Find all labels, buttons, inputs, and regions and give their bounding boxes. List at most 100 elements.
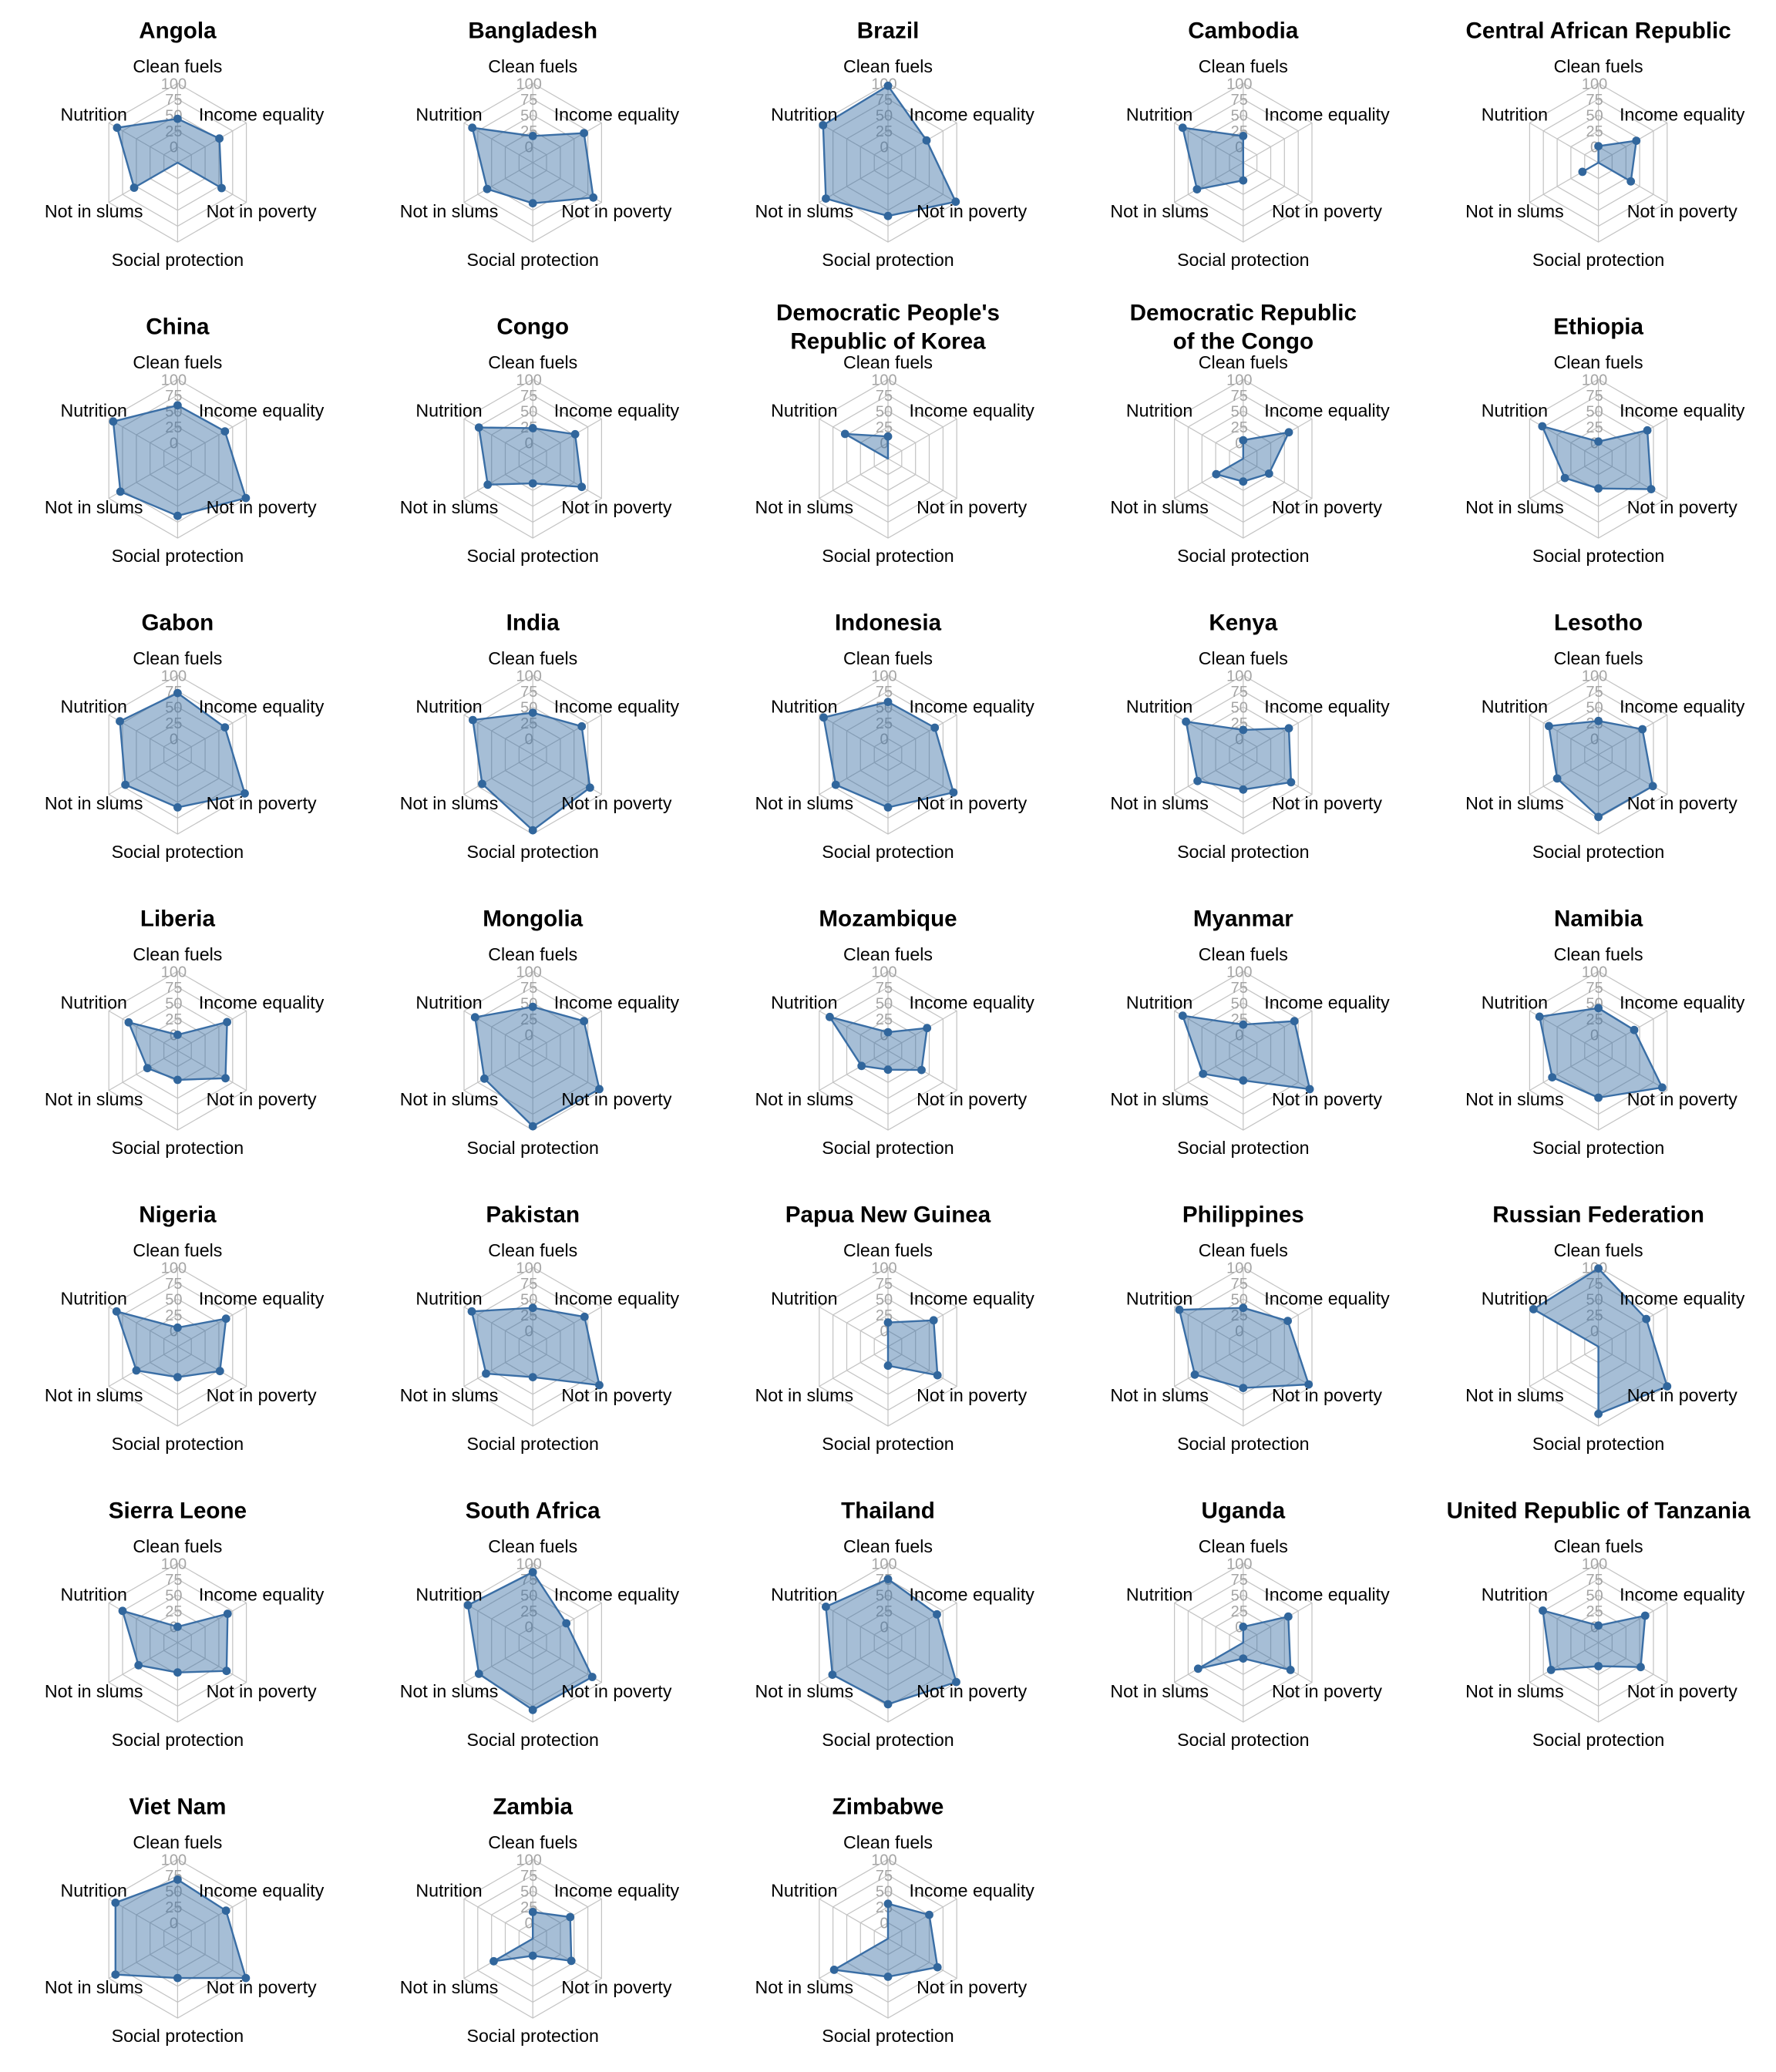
svg-text:Not in poverty: Not in poverty — [1627, 201, 1737, 221]
svg-text:Social protection: Social protection — [112, 842, 244, 862]
svg-text:Clean fuels: Clean fuels — [1554, 944, 1643, 964]
svg-text:50: 50 — [1231, 1588, 1248, 1605]
svg-text:100: 100 — [516, 372, 542, 388]
svg-text:Not in slums: Not in slums — [400, 201, 499, 221]
svg-text:Income equality: Income equality — [554, 401, 680, 421]
svg-text:Not in slums: Not in slums — [755, 793, 854, 813]
svg-text:Social protection: Social protection — [1177, 842, 1309, 862]
svg-text:0: 0 — [170, 732, 178, 748]
svg-text:Income equality: Income equality — [1264, 1289, 1390, 1309]
svg-text:Indonesia: Indonesia — [835, 610, 942, 635]
svg-text:Clean fuels: Clean fuels — [488, 352, 577, 372]
svg-text:Not in poverty: Not in poverty — [207, 497, 317, 517]
svg-text:75: 75 — [876, 1868, 893, 1885]
svg-text:Not in poverty: Not in poverty — [1272, 1681, 1382, 1701]
svg-text:25: 25 — [876, 419, 893, 436]
svg-text:Social protection: Social protection — [1177, 1138, 1309, 1158]
svg-text:Clean fuels: Clean fuels — [843, 1536, 933, 1556]
svg-text:25: 25 — [165, 1899, 182, 1916]
svg-text:United Republic of Tanzania: United Republic of Tanzania — [1447, 1498, 1751, 1523]
svg-text:100: 100 — [161, 964, 187, 980]
svg-text:Clean fuels: Clean fuels — [1199, 648, 1288, 668]
svg-text:India: India — [506, 610, 560, 635]
svg-text:75: 75 — [520, 92, 537, 109]
svg-text:Clean fuels: Clean fuels — [1199, 1240, 1288, 1260]
svg-text:50: 50 — [520, 1588, 537, 1605]
svg-text:Nutrition: Nutrition — [771, 401, 837, 421]
svg-text:Social protection: Social protection — [112, 1434, 244, 1454]
svg-text:0: 0 — [880, 140, 888, 156]
svg-text:Clean fuels: Clean fuels — [133, 944, 222, 964]
svg-text:25: 25 — [876, 123, 893, 140]
svg-text:Not in slums: Not in slums — [400, 1089, 499, 1109]
svg-text:Social protection: Social protection — [1177, 546, 1309, 566]
svg-text:Income equality: Income equality — [554, 1585, 680, 1605]
svg-text:Not in slums: Not in slums — [45, 1681, 143, 1701]
svg-text:75: 75 — [165, 92, 182, 109]
svg-text:Clean fuels: Clean fuels — [843, 1832, 933, 1852]
svg-text:0: 0 — [525, 732, 533, 748]
svg-text:Clean fuels: Clean fuels — [488, 1832, 577, 1852]
svg-text:Nutrition: Nutrition — [1126, 105, 1192, 125]
svg-text:100: 100 — [1582, 372, 1607, 388]
svg-text:Social protection: Social protection — [466, 1138, 598, 1158]
svg-text:Not in poverty: Not in poverty — [207, 793, 317, 813]
svg-text:Income equality: Income equality — [199, 1881, 325, 1901]
svg-text:0: 0 — [880, 1916, 888, 1932]
svg-text:Not in slums: Not in slums — [755, 1385, 854, 1405]
svg-text:Income equality: Income equality — [1620, 993, 1745, 1013]
svg-text:Nutrition: Nutrition — [1126, 1289, 1192, 1309]
svg-text:Not in poverty: Not in poverty — [917, 1385, 1027, 1405]
svg-text:50: 50 — [876, 1292, 893, 1309]
svg-text:Not in poverty: Not in poverty — [561, 1385, 671, 1405]
svg-text:Social protection: Social protection — [112, 1138, 244, 1158]
svg-text:Income equality: Income equality — [199, 697, 325, 717]
svg-text:0: 0 — [880, 1324, 888, 1340]
svg-text:Nutrition: Nutrition — [61, 1585, 127, 1605]
svg-text:Clean fuels: Clean fuels — [488, 1536, 577, 1556]
svg-text:Sierra Leone: Sierra Leone — [109, 1498, 247, 1523]
svg-text:Social protection: Social protection — [112, 546, 244, 566]
svg-text:Not in slums: Not in slums — [1465, 497, 1564, 517]
svg-text:0: 0 — [1235, 1028, 1243, 1044]
svg-text:100: 100 — [161, 1260, 187, 1276]
svg-text:Thailand: Thailand — [841, 1498, 935, 1523]
svg-text:Not in poverty: Not in poverty — [1272, 201, 1382, 221]
svg-text:25: 25 — [1586, 1603, 1603, 1620]
svg-text:Not in slums: Not in slums — [400, 793, 499, 813]
svg-text:50: 50 — [1231, 404, 1248, 421]
svg-text:Not in poverty: Not in poverty — [207, 1089, 317, 1109]
svg-text:25: 25 — [876, 1603, 893, 1620]
svg-text:Nutrition: Nutrition — [1126, 1585, 1192, 1605]
svg-text:Nutrition: Nutrition — [415, 1289, 482, 1309]
svg-text:Social protection: Social protection — [1532, 546, 1664, 566]
svg-text:Zambia: Zambia — [493, 1794, 573, 1819]
svg-text:75: 75 — [1231, 92, 1248, 109]
svg-text:Not in slums: Not in slums — [1110, 1385, 1209, 1405]
svg-text:Not in poverty: Not in poverty — [917, 793, 1027, 813]
svg-text:Clean fuels: Clean fuels — [1199, 56, 1288, 76]
svg-text:Cambodia: Cambodia — [1188, 18, 1299, 43]
svg-text:Not in poverty: Not in poverty — [1272, 1385, 1382, 1405]
svg-text:Nutrition: Nutrition — [771, 105, 837, 125]
svg-text:Nigeria: Nigeria — [139, 1202, 217, 1227]
svg-text:Income equality: Income equality — [1620, 697, 1745, 717]
svg-text:Nutrition: Nutrition — [415, 993, 482, 1013]
svg-text:50: 50 — [520, 404, 537, 421]
svg-text:75: 75 — [1231, 1572, 1248, 1589]
svg-text:Income equality: Income equality — [1620, 401, 1745, 421]
svg-text:Income equality: Income equality — [199, 1585, 325, 1605]
svg-text:Income equality: Income equality — [909, 1585, 1034, 1605]
svg-text:Income equality: Income equality — [199, 401, 325, 421]
svg-text:50: 50 — [1231, 108, 1248, 125]
svg-text:Income equality: Income equality — [909, 1881, 1034, 1901]
svg-text:75: 75 — [1231, 1276, 1248, 1293]
svg-text:100: 100 — [516, 1556, 542, 1572]
svg-text:0: 0 — [880, 1028, 888, 1044]
svg-text:Democratic Republic: Democratic Republic — [1130, 300, 1357, 325]
svg-text:Nutrition: Nutrition — [1482, 993, 1548, 1013]
svg-text:Not in poverty: Not in poverty — [561, 793, 671, 813]
svg-text:75: 75 — [520, 1868, 537, 1885]
svg-text:100: 100 — [161, 76, 187, 92]
svg-text:50: 50 — [876, 108, 893, 125]
